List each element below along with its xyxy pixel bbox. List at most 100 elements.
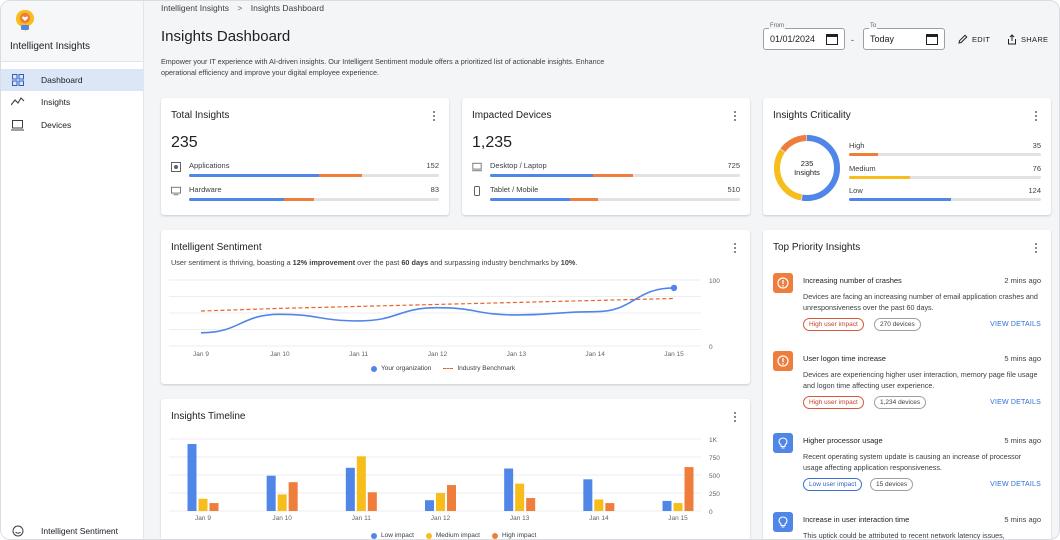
edit-button[interactable]: EDIT <box>958 32 990 46</box>
criticality-bar-fill <box>849 176 911 179</box>
bar-high-impact <box>288 482 298 511</box>
breadcrumb: Intelligent Insights > Insights Dashboar… <box>161 3 324 13</box>
intelligent-sentiment-card: Intelligent Sentiment User sentiment is … <box>161 230 750 384</box>
device-count-badge: 1,234 devices <box>874 396 927 409</box>
sentiment-line-chart: 100 0 Jan 9 Jan 10 Jan 11 Jan 12 Jan 13 Jan 14 J… <box>169 278 720 358</box>
bar-medium-impact <box>277 494 287 511</box>
breadcrumb-separator: > <box>237 3 243 13</box>
priority-title: Higher processor usage <box>803 436 883 445</box>
impact-badge: Low user impact <box>803 478 863 491</box>
share-label: SHARE <box>1021 34 1049 44</box>
y-tick-label: 100 <box>709 278 720 285</box>
x-tick-label: Jan 10 <box>272 515 292 522</box>
metric-row-mobile: Tablet / Mobile 510 <box>472 185 740 205</box>
donut-slice-medium <box>774 135 840 201</box>
lightbulb-icon <box>773 512 793 532</box>
criticality-value: 35 <box>1032 141 1041 150</box>
criticality-label: Medium <box>849 164 876 173</box>
legend-dash <box>443 368 454 369</box>
priority-description: Recent operating system update is causin… <box>803 452 1022 472</box>
more-options-icon[interactable] <box>732 242 738 254</box>
priority-item[interactable]: Increasing number of crashes 2 mins ago … <box>773 273 1041 339</box>
sentiment-icon <box>11 524 25 538</box>
metric-label: Applications <box>189 161 230 170</box>
bar-segment-blue <box>189 198 284 201</box>
impacted-devices-value: 1,235 <box>472 134 513 151</box>
share-button[interactable]: SHARE <box>1007 32 1048 46</box>
calendar-icon[interactable] <box>826 33 838 45</box>
alert-icon <box>773 273 793 293</box>
bar-high-impact <box>684 467 694 511</box>
from-date-value: 01/01/2024 <box>770 34 816 44</box>
criticality-bar <box>849 153 1041 156</box>
sidebar-item-devices[interactable]: Devices <box>1 114 144 136</box>
more-options-icon[interactable] <box>732 110 738 122</box>
legend-item-your-organization: Your organization <box>371 365 431 372</box>
card-title: Total Insights <box>171 110 230 121</box>
criticality-label: High <box>849 141 865 150</box>
card-title: Insights Timeline <box>171 411 246 422</box>
criticality-row-high: High 35 <box>849 141 1041 163</box>
x-tick-label: Jan 14 <box>589 515 609 522</box>
more-options-icon[interactable] <box>1033 110 1039 122</box>
from-date-field[interactable]: From 01/01/2024 <box>763 23 845 50</box>
more-options-icon[interactable] <box>1033 242 1039 254</box>
metric-row-desktop: Desktop / Laptop 725 <box>472 161 740 181</box>
donut-center: 235 Insights <box>773 134 841 202</box>
priority-title: User logon time increase <box>803 354 886 363</box>
priority-title: Increase in user interaction time <box>803 515 910 524</box>
bar-segment-orange <box>592 174 633 177</box>
metric-bar <box>490 198 740 201</box>
bar-segment-blue <box>490 174 593 177</box>
y-tick-label: 250 <box>709 491 720 498</box>
metric-label: Tablet / Mobile <box>490 185 539 194</box>
priority-item[interactable]: User logon time increase 5 mins ago Devi… <box>773 351 1041 417</box>
bar-low-impact <box>504 468 514 511</box>
total-insights-value: 235 <box>171 134 198 151</box>
legend-item-industry-benchmark: Industry Benchmark <box>443 365 515 372</box>
impact-badge: High user impact <box>803 318 864 331</box>
total-insights-card: Total Insights 235 Applications 152 Hard… <box>161 98 449 215</box>
priority-description: This uptick could be attributed to recen… <box>803 531 1005 540</box>
from-date-label: From <box>769 23 785 29</box>
metric-value: 510 <box>727 185 740 194</box>
view-details-link[interactable]: VIEW DETAILS <box>990 321 1041 328</box>
legend-dot <box>425 532 432 539</box>
more-options-icon[interactable] <box>431 110 437 122</box>
sidebar-item-label: Intelligent Sentiment <box>41 526 119 536</box>
bar-medium-impact <box>515 483 525 511</box>
card-title: Impacted Devices <box>472 110 552 121</box>
trend-icon <box>11 95 25 109</box>
y-tick-label: 1K <box>709 437 718 444</box>
calendar-icon[interactable] <box>926 33 938 45</box>
bar-low-impact <box>266 475 276 511</box>
edit-label: EDIT <box>972 34 991 44</box>
view-details-link[interactable]: VIEW DETAILS <box>990 481 1041 488</box>
metric-label: Desktop / Laptop <box>490 161 547 170</box>
sidebar-item-label: Dashboard <box>41 75 83 85</box>
sidebar-item-intelligent-sentiment[interactable]: Intelligent Sentiment <box>1 520 144 539</box>
criticality-bar-fill <box>849 198 951 201</box>
breadcrumb-root[interactable]: Intelligent Insights <box>161 3 230 13</box>
y-tick-label: 0 <box>709 344 713 351</box>
sidebar-item-dashboard[interactable]: Dashboard <box>1 69 144 91</box>
x-tick-label: Jan 12 <box>431 515 451 522</box>
metric-label: Hardware <box>189 185 222 194</box>
x-tick-label: Jan 14 <box>585 351 605 358</box>
x-tick-label: Jan 13 <box>507 351 527 358</box>
bar-medium-impact <box>673 503 683 511</box>
legend-dot <box>371 532 377 539</box>
to-date-field[interactable]: To Today <box>863 23 945 50</box>
view-details-link[interactable]: VIEW DETAILS <box>990 399 1041 406</box>
criticality-row-low: Low 124 <box>849 186 1041 208</box>
more-options-icon[interactable] <box>732 411 738 423</box>
card-title: Intelligent Sentiment <box>171 242 262 253</box>
bar-low-impact <box>662 500 672 511</box>
sidebar-item-insights[interactable]: Insights <box>1 91 144 113</box>
insights-criticality-card: Insights Criticality 235 Insights High 3… <box>763 98 1051 215</box>
bar-segment-blue <box>490 198 570 201</box>
metric-bar <box>189 174 439 177</box>
priority-item[interactable]: Higher processor usage 5 mins ago Recent… <box>773 433 1041 499</box>
donut-center-value: 235 <box>800 159 814 168</box>
priority-item[interactable]: Increase in user interaction time 5 mins… <box>773 512 1041 540</box>
